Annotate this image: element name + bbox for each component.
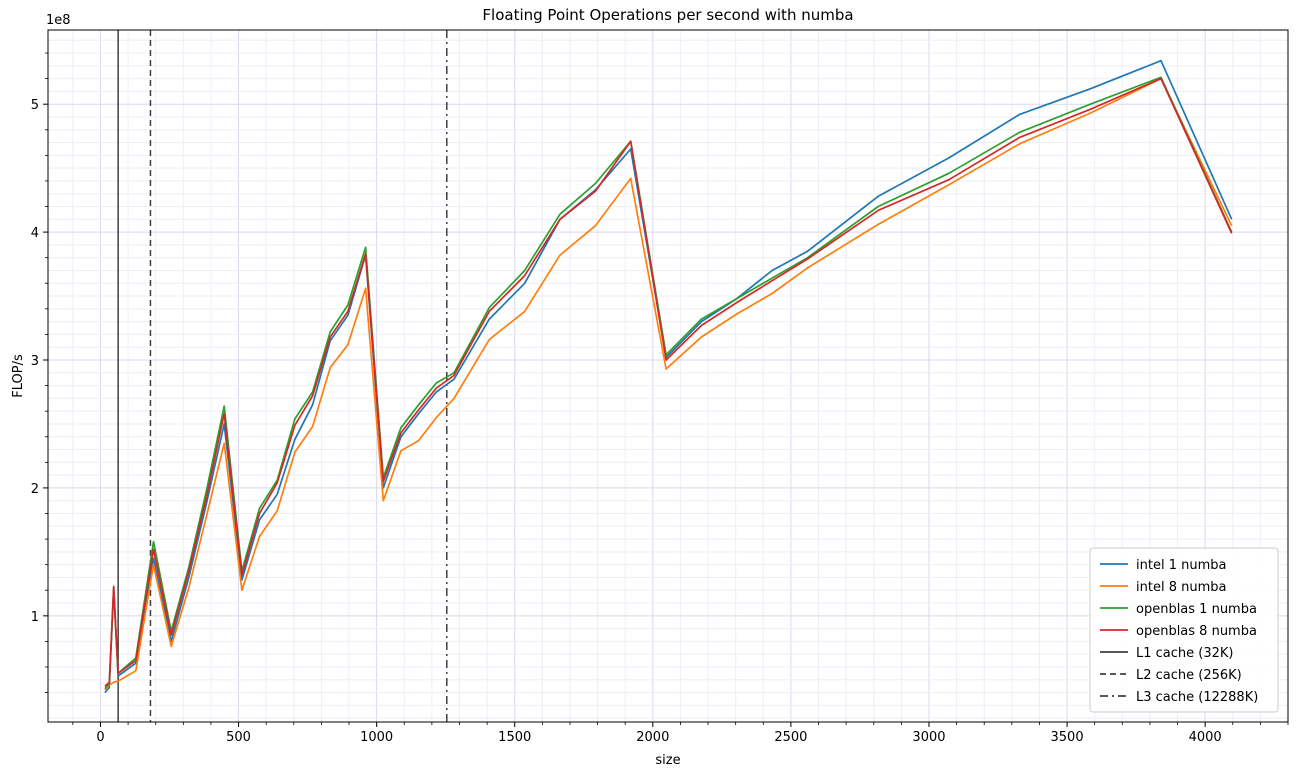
y-tick-label: 2 — [31, 482, 39, 497]
y-tick-label: 5 — [31, 98, 39, 113]
legend-box — [1089, 547, 1279, 713]
legend-label: L1 cache (32K) — [1136, 646, 1234, 661]
legend-label: intel 1 numba — [1136, 558, 1226, 573]
y-tick-label: 4 — [31, 226, 39, 241]
y-axis-offset-label: 1e8 — [46, 13, 71, 28]
chart-title: Floating Point Operations per second wit… — [482, 6, 853, 24]
legend-label: openblas 8 numba — [1136, 624, 1257, 639]
x-tick-label: 4000 — [1189, 730, 1222, 745]
x-tick-label: 3500 — [1051, 730, 1084, 745]
series-line-1 — [104, 59, 1233, 694]
series-line-4 — [104, 77, 1233, 687]
x-tick-label: 3000 — [912, 730, 945, 745]
legend-label: intel 8 numba — [1136, 580, 1226, 595]
series-lines — [104, 59, 1233, 694]
x-tick-label: 1000 — [360, 730, 393, 745]
y-axis-label: FLOP/s — [11, 354, 26, 398]
series-line-3 — [104, 76, 1233, 690]
y-tick-label: 3 — [31, 354, 39, 369]
series-line-2 — [104, 77, 1233, 691]
x-tick-label: 500 — [226, 730, 251, 745]
legend-label: L2 cache (256K) — [1136, 668, 1242, 683]
x-tick-label: 2500 — [774, 730, 807, 745]
x-tick-label: 1500 — [498, 730, 531, 745]
legend-label: openblas 1 numba — [1136, 602, 1257, 617]
y-tick-label: 1 — [31, 610, 39, 625]
x-tick-label: 2000 — [636, 730, 669, 745]
legend: intel 1 numba intel 8 numba openblas 1 num… — [1089, 547, 1279, 713]
legend-label: L3 cache (12288K) — [1136, 690, 1258, 705]
axes-frame — [47, 29, 1289, 723]
x-axis-label: size — [655, 753, 680, 768]
x-tick-label: 0 — [96, 730, 104, 745]
axis-ticks: 0 500 1000 1500 2000 2500 3000 3500 4000 1 2 3 4 5 — [31, 52, 1289, 745]
